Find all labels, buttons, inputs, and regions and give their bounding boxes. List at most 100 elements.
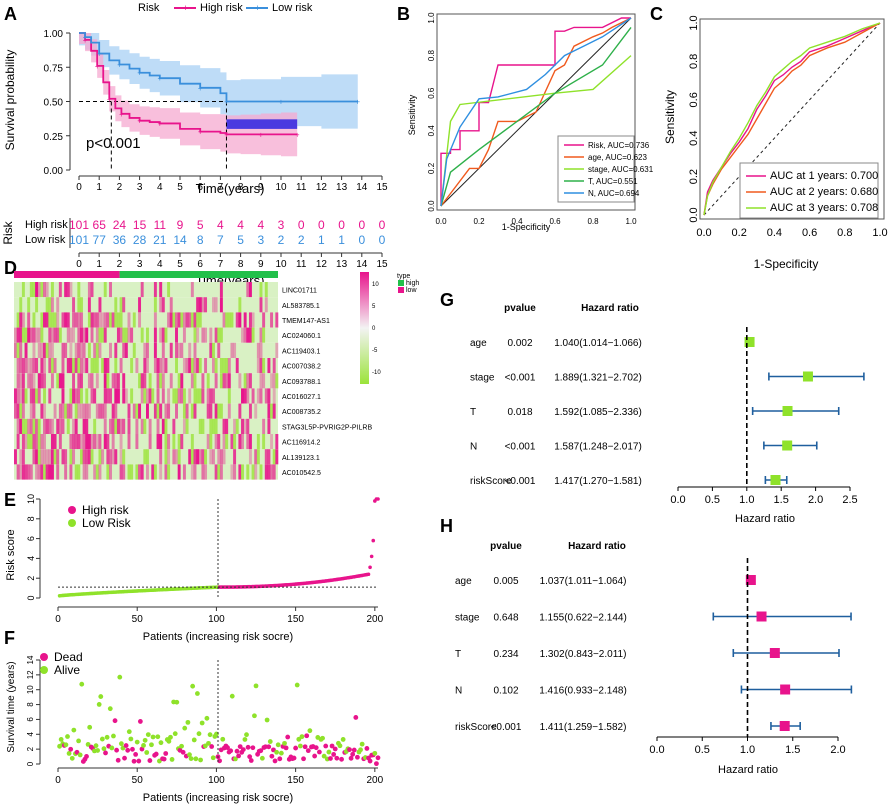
survival-x-tick-label: 0 — [55, 775, 61, 786]
heatmap-cell — [21, 327, 25, 343]
heatmap-cell — [77, 434, 81, 450]
heatmap-cell — [254, 449, 258, 465]
heatmap-cell — [27, 464, 31, 480]
heatmap-cell — [95, 358, 99, 374]
survival-alive-point — [174, 699, 180, 705]
heatmap-cell — [101, 449, 105, 465]
heatmap-cell — [193, 403, 197, 419]
heatmap-cell — [69, 327, 73, 343]
heatmap-cell — [138, 403, 142, 419]
heatmap-cell — [214, 418, 218, 434]
heatmap-cell — [172, 434, 176, 450]
heatmap-cell — [77, 403, 81, 419]
heatmap-cell — [80, 342, 83, 358]
heatmap-cell — [85, 449, 89, 465]
heatmap-cell — [222, 449, 226, 465]
heatmap-cell — [90, 449, 94, 465]
survival-alive-point — [264, 717, 270, 723]
heatmap-cell — [24, 388, 28, 404]
survival-legend-dead-dot — [40, 653, 48, 661]
heatmap-cell — [95, 464, 99, 480]
heatmap-cell — [267, 464, 271, 480]
heatmap-cell — [241, 418, 244, 434]
heatmap-cell — [35, 464, 39, 480]
heatmap-gene-label: AC010542.5 — [282, 470, 321, 477]
survival-alive-point — [63, 742, 69, 748]
forest-x-tick-label: 0.5 — [705, 494, 720, 506]
heatmap-cell — [188, 388, 192, 404]
risk-table-cell: 1 — [338, 233, 345, 247]
heatmap-cell — [103, 418, 107, 434]
risk-table-x-tick-label: 13 — [336, 259, 348, 270]
heatmap-cell — [264, 449, 268, 465]
panel-label-d: D — [4, 258, 17, 278]
heatmap-cell — [48, 297, 52, 313]
roc-x-tick-label: 0.0 — [696, 227, 711, 239]
survival-alive-point — [109, 745, 115, 751]
heatmap-cell — [64, 449, 68, 465]
heatmap: LINC01711 AL583785.1 TMEM147-AS1 AC024060.1… — [14, 271, 404, 480]
heatmap-cell — [156, 373, 160, 389]
forest-plot-univariate: age 0.002 1.040(1.014−1.066) stage <0.001 1.8… — [470, 327, 865, 506]
heatmap-cell — [267, 403, 271, 419]
heatmap-cell — [201, 373, 205, 389]
survival-dead-point — [247, 754, 253, 760]
heatmap-cell — [58, 373, 62, 389]
heatmap-cell — [37, 282, 41, 298]
forest-x-tick-label: 1.0 — [739, 494, 754, 506]
forest-row-hr: 1.592(1.085−2.336) — [554, 407, 642, 418]
heatmap-cell — [72, 388, 76, 404]
km-x-tick-label: 2 — [117, 182, 123, 193]
heatmap-scale-tick: 5 — [372, 304, 376, 310]
heatmap-cell — [164, 464, 168, 480]
survival-y-tick-label: 10 — [26, 685, 35, 694]
survival-dead-point — [302, 744, 308, 750]
heatmap-cell — [109, 464, 112, 480]
heatmap-cell — [275, 449, 279, 465]
heatmap-cell — [172, 388, 176, 404]
km-censor-mark: + — [198, 84, 203, 93]
heatmap-cell — [69, 464, 73, 480]
heatmap-cell — [230, 464, 234, 480]
heatmap-cell — [32, 312, 36, 328]
km-x-tick-label: 1 — [96, 182, 102, 193]
heatmap-cell — [272, 449, 276, 465]
heatmap-cell — [256, 434, 260, 450]
heatmap-cell — [219, 403, 223, 419]
roc-legend-label: AUC at 1 years: 0.700 — [770, 170, 878, 182]
heatmap-cell — [267, 388, 271, 404]
heatmap-cell — [214, 403, 218, 419]
survival-x-axis-label: Patients (increasing risk socre) — [143, 792, 293, 804]
survival-alive-point — [66, 751, 72, 756]
risk-table-cell: 4 — [217, 218, 224, 232]
survival-dead-point — [228, 748, 234, 754]
heatmap-cell — [90, 434, 94, 450]
heatmap-cell — [56, 449, 60, 465]
forest-row-pvalue: 0.648 — [493, 613, 518, 624]
survival-alive-point — [187, 752, 192, 758]
heatmap-cell — [204, 327, 208, 343]
heatmap-cell — [124, 342, 128, 358]
heatmap-cell — [72, 312, 76, 328]
km-high-risk-curve — [79, 32, 298, 136]
heatmap-cell — [40, 403, 44, 419]
heatmap-cell — [182, 358, 186, 374]
heatmap-cell — [53, 434, 57, 450]
heatmap-cell — [85, 434, 89, 450]
survival-y-tick-label: 0 — [26, 761, 35, 766]
heatmap-cell — [82, 327, 86, 343]
heatmap-cell — [243, 373, 247, 389]
heatmap-cell — [24, 434, 28, 450]
heatmap-cell — [32, 418, 36, 434]
roc-y-tick-label: 0.0 — [427, 200, 436, 212]
km-censor-mark: + — [258, 130, 263, 139]
heatmap-cell — [227, 388, 231, 404]
risk-table-cell: 0 — [318, 218, 325, 232]
heatmap-cell — [225, 418, 229, 434]
heatmap-cell — [82, 449, 86, 465]
forest-point-estimate — [770, 475, 781, 485]
forest-h-pvalue-header: pvalue — [490, 541, 522, 552]
survival-alive-point — [101, 746, 107, 752]
heatmap-cell — [43, 282, 46, 298]
heatmap-cell — [72, 327, 76, 343]
